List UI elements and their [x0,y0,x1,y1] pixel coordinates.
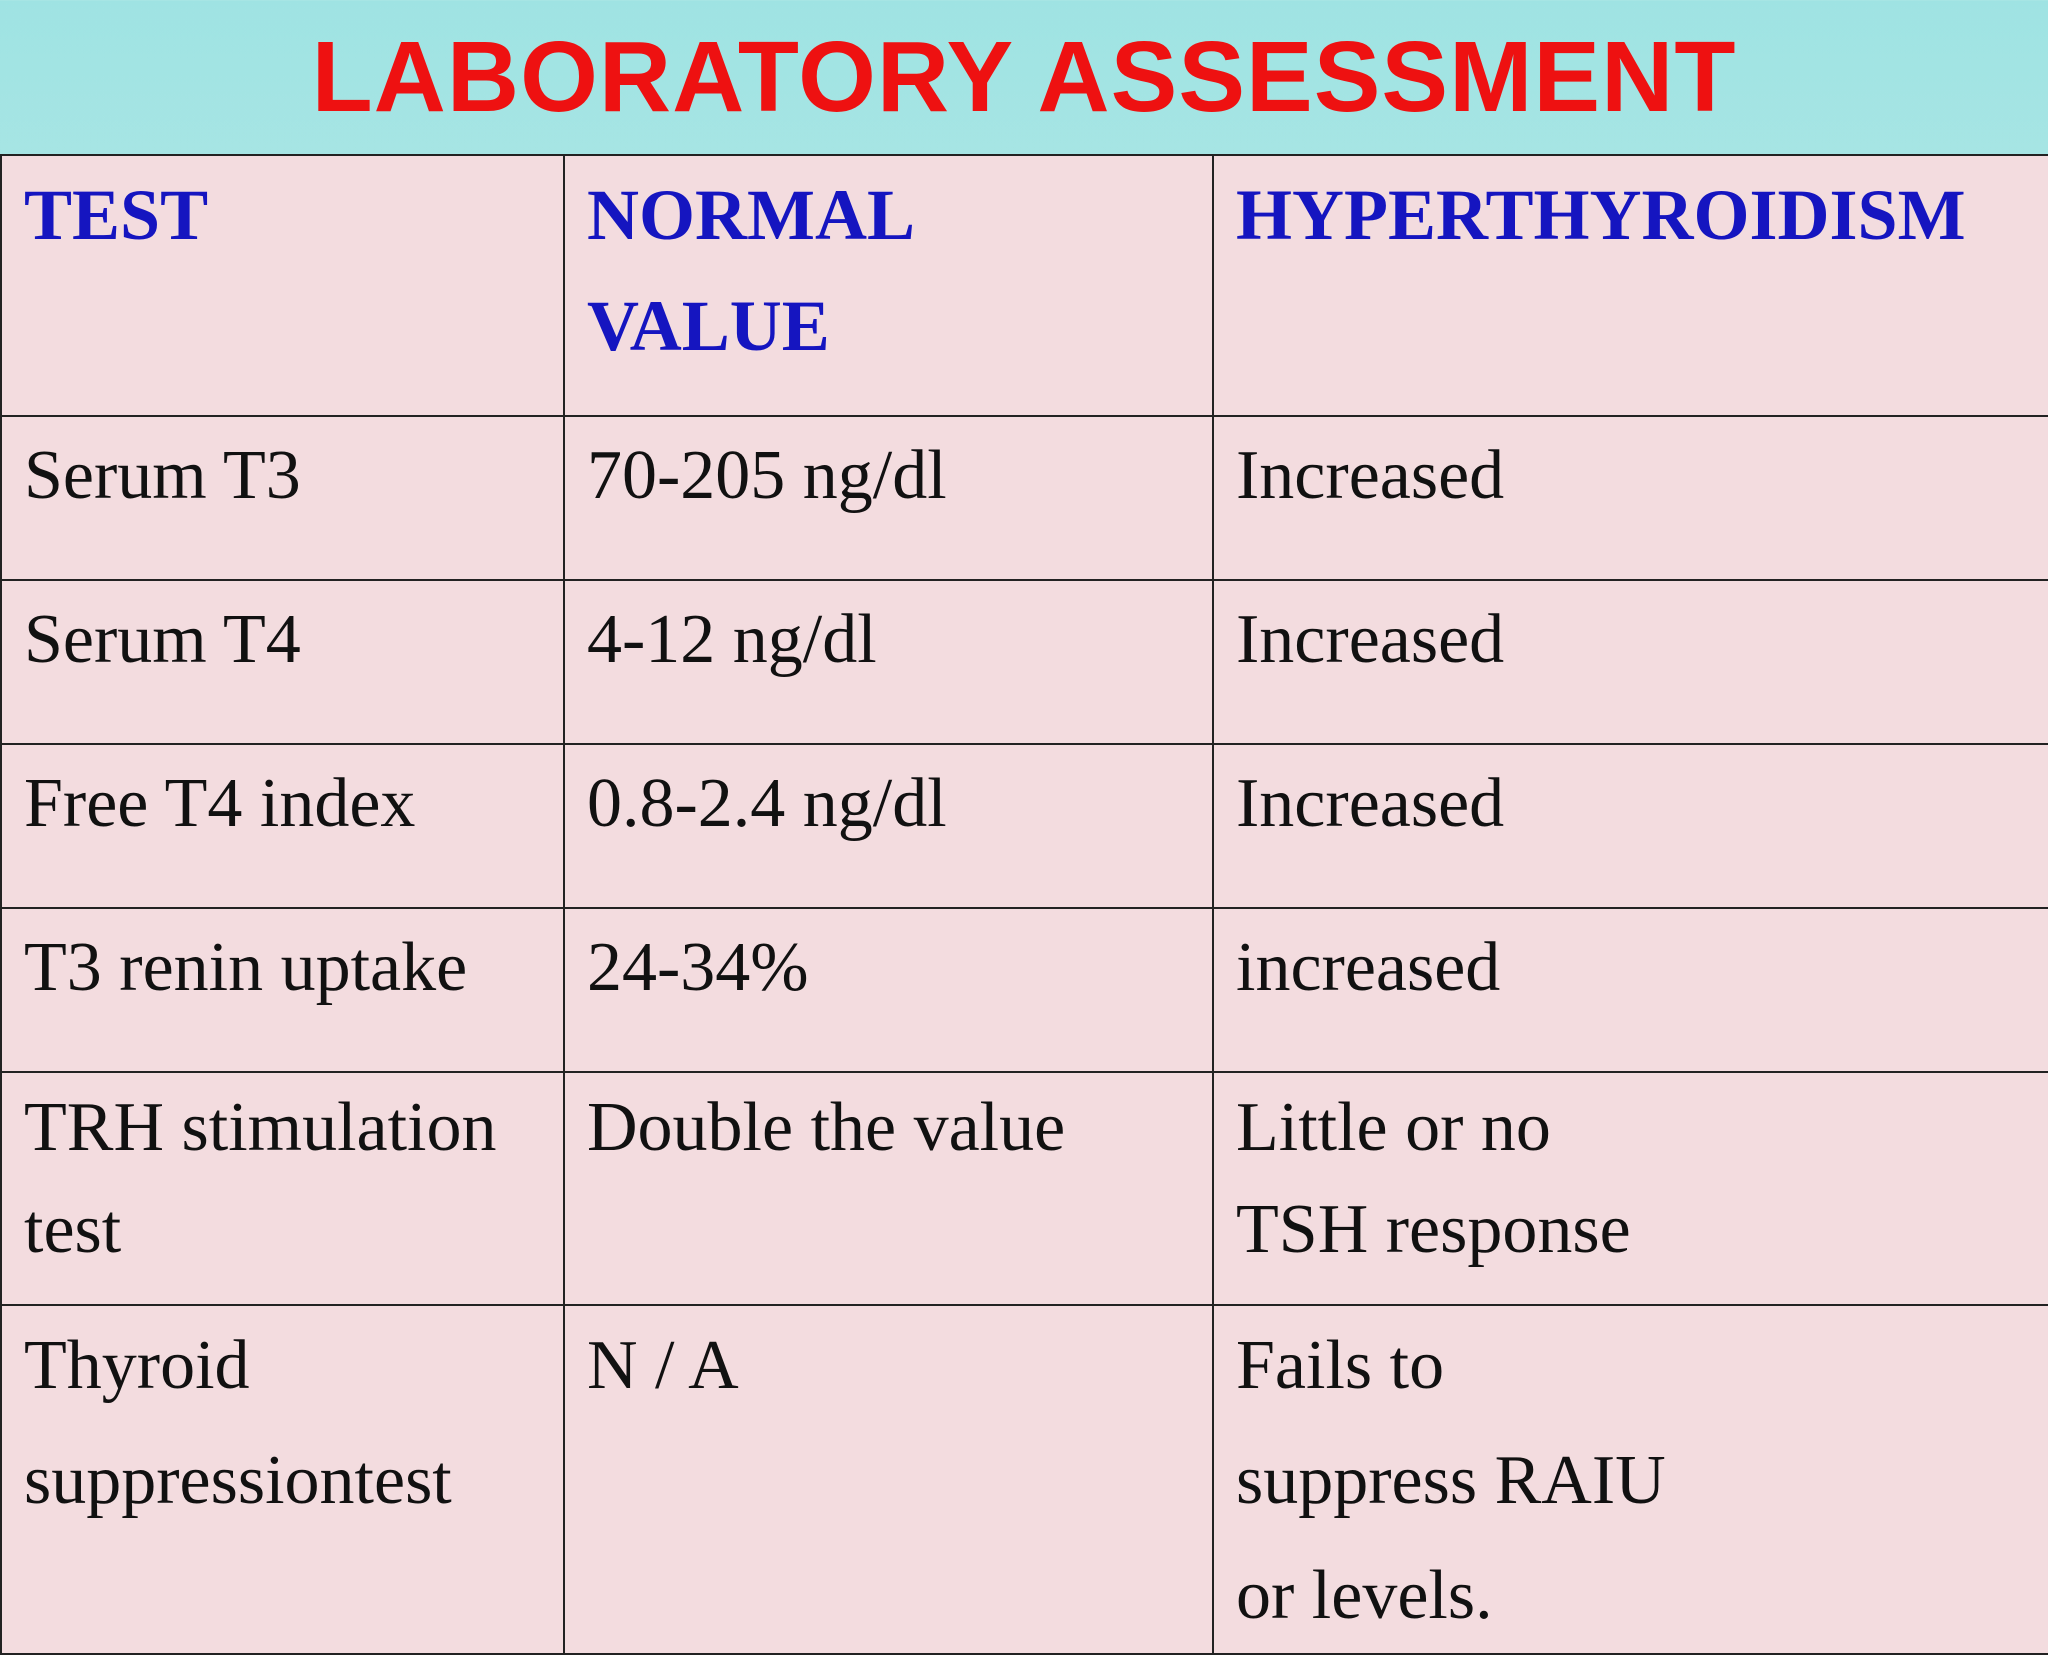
table-row: T3 renin uptake 24-34% increased [0,907,2048,1073]
table-row: Serum T3 70-205 ng/dl Increased [0,415,2048,581]
table-row: Thyroid suppressiontest N / A Fails to sup… [0,1304,2048,1655]
table-cell: Little or no TSH response [1212,1071,2048,1306]
table-row: Free T4 index 0.8-2.4 ng/dl Increased [0,743,2048,909]
column-header: TEST [0,154,565,417]
table-cell: 4-12 ng/dl [563,579,1214,745]
column-header: NORMAL VALUE [563,154,1214,417]
table-cell: TRH stimulation test [0,1071,565,1306]
table-cell: Increased [1212,579,2048,745]
table-cell: 70-205 ng/dl [563,415,1214,581]
slide-title: LABORATORY ASSESSMENT [311,20,1737,133]
table-row: Serum T4 4-12 ng/dl Increased [0,579,2048,745]
table-cell: Fails to suppress RAIU or levels. [1212,1304,2048,1655]
column-header: HYPERTHYROIDISM [1212,154,2048,417]
table-cell: Serum T3 [0,415,565,581]
table-cell: Serum T4 [0,579,565,745]
table-cell: Double the value [563,1071,1214,1306]
table-cell: T3 renin uptake [0,907,565,1073]
table-body: Serum T3 70-205 ng/dl Increased Serum T4 4-1… [0,415,2048,1655]
table-cell: N / A [563,1304,1214,1655]
table-cell: Thyroid suppressiontest [0,1304,565,1655]
table-cell: Free T4 index [0,743,565,909]
lab-table: TEST NORMAL VALUE HYPERTHYROIDISM Serum … [0,154,2048,1655]
table-cell: 0.8-2.4 ng/dl [563,743,1214,909]
table-cell: Increased [1212,743,2048,909]
header-row: TEST NORMAL VALUE HYPERTHYROIDISM [0,154,2048,417]
table-cell: 24-34% [563,907,1214,1073]
table-row: TRH stimulation test Double the value Litt… [0,1071,2048,1306]
table-cell: increased [1212,907,2048,1073]
table-cell: Increased [1212,415,2048,581]
